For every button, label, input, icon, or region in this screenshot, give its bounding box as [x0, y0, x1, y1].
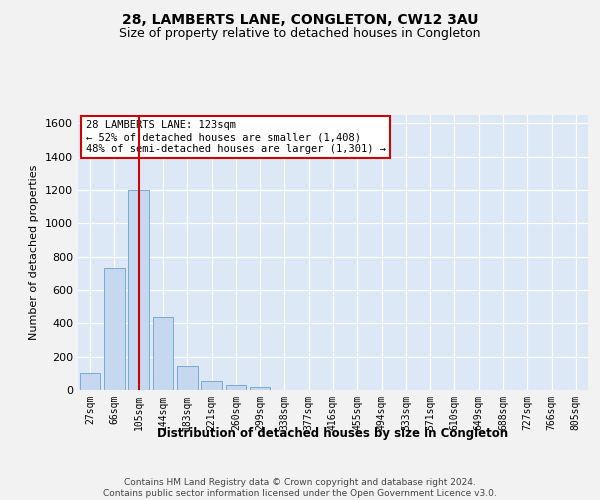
Text: 28 LAMBERTS LANE: 123sqm
← 52% of detached houses are smaller (1,408)
48% of sem: 28 LAMBERTS LANE: 123sqm ← 52% of detach…	[86, 120, 386, 154]
Text: Contains HM Land Registry data © Crown copyright and database right 2024.
Contai: Contains HM Land Registry data © Crown c…	[103, 478, 497, 498]
Bar	[152, 316, 173, 390]
Text: Distribution of detached houses by size in Congleton: Distribution of detached houses by size …	[157, 428, 509, 440]
Bar	[80, 372, 100, 390]
Bar	[201, 381, 222, 390]
Text: Size of property relative to detached houses in Congleton: Size of property relative to detached ho…	[119, 28, 481, 40]
Bar	[226, 384, 246, 390]
Bar	[128, 190, 149, 390]
Y-axis label: Number of detached properties: Number of detached properties	[29, 165, 40, 340]
Bar	[104, 268, 125, 390]
Bar	[250, 387, 271, 390]
Bar	[177, 366, 197, 390]
Text: 28, LAMBERTS LANE, CONGLETON, CW12 3AU: 28, LAMBERTS LANE, CONGLETON, CW12 3AU	[122, 12, 478, 26]
